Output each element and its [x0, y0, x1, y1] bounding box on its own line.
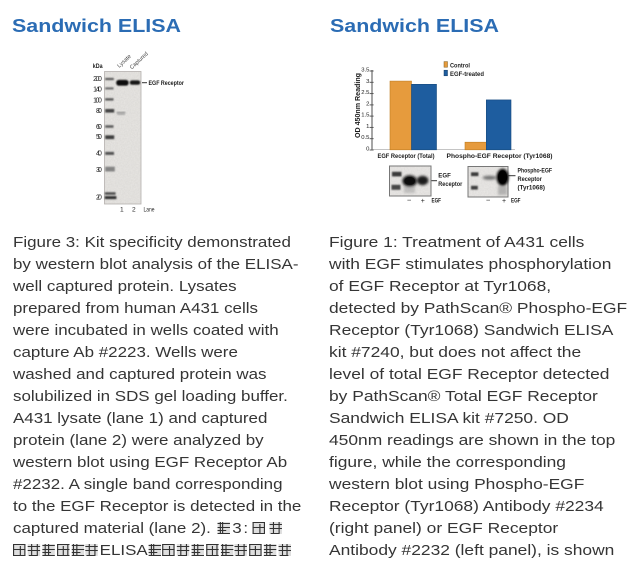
svg-text:EGF Receptor: EGF Receptor: [149, 80, 185, 87]
svg-text:2: 2: [132, 207, 136, 214]
svg-text:2: 2: [366, 101, 369, 107]
svg-text:30: 30: [96, 167, 102, 174]
svg-text:EGF: EGF: [432, 198, 442, 205]
svg-text:200: 200: [93, 76, 102, 83]
svg-text:Captured: Captured: [129, 51, 150, 71]
svg-text:Receptor: Receptor: [438, 181, 462, 188]
svg-text:100: 100: [93, 98, 102, 105]
svg-text:2.5: 2.5: [361, 90, 370, 96]
svg-text:140: 140: [93, 87, 102, 94]
svg-text:0.5: 0.5: [361, 135, 370, 141]
svg-text:0: 0: [366, 147, 370, 153]
svg-text:20: 20: [96, 194, 102, 201]
svg-text:1: 1: [366, 124, 369, 130]
svg-text:3.5: 3.5: [361, 68, 370, 74]
svg-text:EGF-treated: EGF-treated: [450, 71, 484, 78]
svg-text:−: −: [407, 196, 412, 205]
svg-text:Lane: Lane: [144, 207, 155, 214]
svg-text:1.5: 1.5: [361, 113, 370, 119]
svg-text:50: 50: [96, 134, 102, 141]
svg-text:Receptor: Receptor: [518, 176, 543, 183]
svg-text:Control: Control: [450, 62, 470, 69]
svg-text:EGF: EGF: [511, 198, 521, 205]
svg-text:+: +: [502, 198, 506, 205]
svg-text:−: −: [486, 196, 491, 205]
svg-text:(Tyr1068): (Tyr1068): [518, 184, 546, 191]
svg-text:Phospho-EGF: Phospho-EGF: [518, 167, 553, 174]
svg-text:OD 450nm Reading: OD 450nm Reading: [353, 73, 362, 138]
svg-text:60: 60: [96, 124, 102, 131]
svg-text:3: 3: [366, 79, 370, 85]
svg-text:+: +: [421, 198, 425, 205]
svg-text:EGF: EGF: [438, 173, 451, 180]
svg-text:40: 40: [96, 151, 102, 158]
svg-text:EGF Receptor (Total): EGF Receptor (Total): [378, 153, 435, 160]
svg-text:80: 80: [96, 108, 102, 115]
svg-text:Phospho-EGF Receptor (Tyr1068): Phospho-EGF Receptor (Tyr1068): [447, 153, 553, 160]
svg-text:kDa: kDa: [93, 63, 103, 70]
svg-text:1: 1: [120, 207, 124, 214]
